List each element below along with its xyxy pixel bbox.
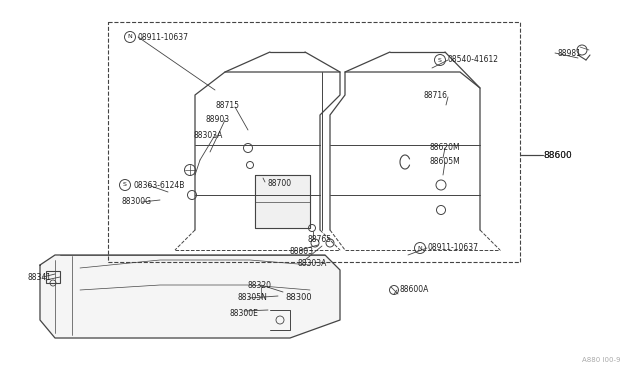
Text: S: S [123,183,127,187]
Text: 88600: 88600 [543,151,572,160]
Text: 88803: 88803 [290,247,314,257]
Polygon shape [255,175,310,228]
Text: 88303A: 88303A [193,131,222,140]
Text: 88341: 88341 [28,273,52,282]
Text: 08363-6124B: 08363-6124B [133,180,184,189]
Text: 88300G: 88300G [122,198,152,206]
Text: 88716: 88716 [423,90,447,99]
Text: 88600: 88600 [543,151,572,160]
Text: 88605M: 88605M [430,157,461,167]
Text: 08540-41612: 08540-41612 [448,55,499,64]
Bar [46,271,60,283]
Text: 88300: 88300 [285,294,312,302]
Text: 88903: 88903 [205,115,229,125]
Text: 88320: 88320 [248,280,272,289]
Text: 88305N: 88305N [237,294,267,302]
Polygon shape [40,255,340,338]
Text: 88600A: 88600A [399,285,428,295]
Text: 88303A: 88303A [297,259,326,267]
Text: 88715: 88715 [216,100,240,109]
Text: 08911-10637: 08911-10637 [138,32,189,42]
Text: 88620M: 88620M [430,144,461,153]
Text: N: N [127,35,132,39]
Text: 88765: 88765 [307,235,331,244]
Text: 08911-10637: 08911-10637 [428,244,479,253]
Text: 88300E: 88300E [230,308,259,317]
Text: N: N [418,246,422,250]
Text: 88700: 88700 [268,179,292,187]
Text: 88981: 88981 [558,48,582,58]
Text: S: S [438,58,442,62]
Text: A880 I00-9: A880 I00-9 [582,357,620,363]
